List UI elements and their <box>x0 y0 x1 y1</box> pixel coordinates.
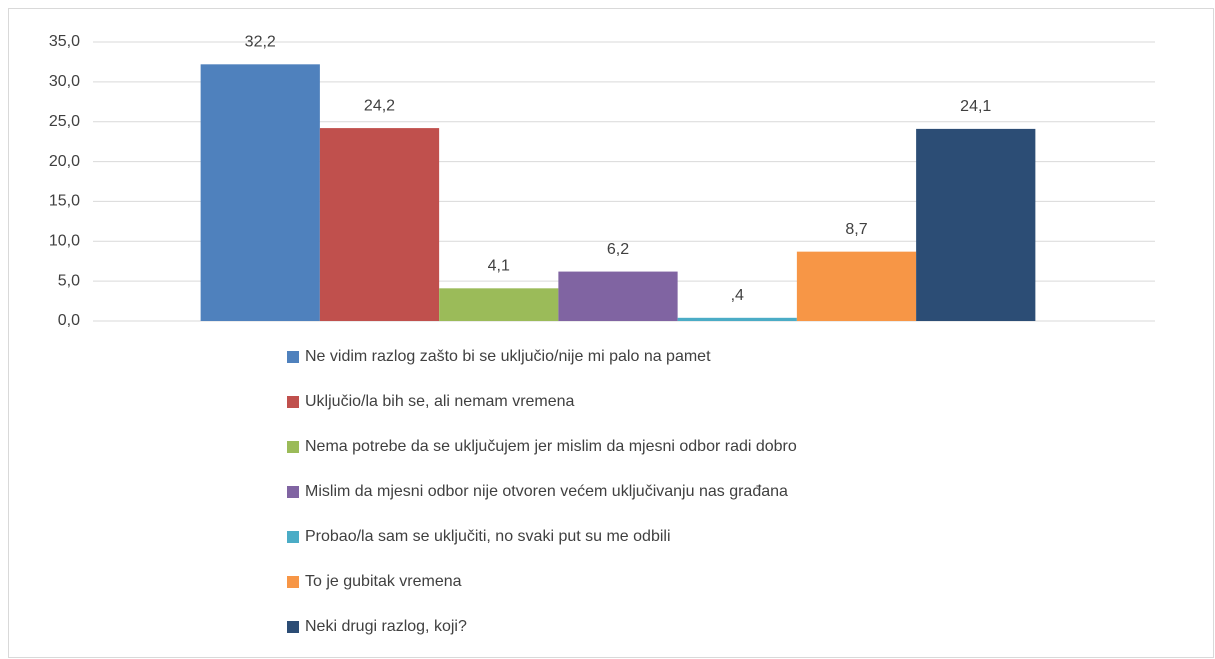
data-label: ,4 <box>731 287 744 304</box>
data-label: 8,7 <box>845 221 867 238</box>
data-label: 6,2 <box>607 241 629 258</box>
y-tick-label: 20,0 <box>49 153 80 170</box>
y-tick-label: 10,0 <box>49 233 80 250</box>
y-tick-label: 15,0 <box>49 193 80 210</box>
legend-swatch <box>287 486 299 498</box>
legend-swatch <box>287 576 299 588</box>
data-label: 32,2 <box>245 34 276 51</box>
y-tick-label: 5,0 <box>58 272 80 289</box>
legend-label: Ne vidim razlog zašto bi se uključio/nij… <box>305 348 711 365</box>
bar <box>200 64 320 321</box>
data-label: 24,2 <box>364 97 395 114</box>
legend-label: Uključio/la bih se, ali nemam vremena <box>305 393 575 410</box>
y-tick-label: 30,0 <box>49 73 80 90</box>
legend-swatch <box>287 351 299 363</box>
legend-swatch <box>287 531 299 543</box>
legend-label: Probao/la sam se uključiti, no svaki put… <box>305 528 671 545</box>
bar <box>319 128 440 321</box>
chart-border <box>8 8 1214 658</box>
bar <box>916 128 1036 321</box>
bar <box>558 271 678 321</box>
legend-swatch <box>287 441 299 453</box>
data-label: 24,1 <box>960 98 991 115</box>
legend-swatch <box>287 621 299 633</box>
legend-swatch <box>287 396 299 408</box>
legend-label: To je gubitak vremena <box>305 573 462 590</box>
legend-label: Neki drugi razlog, koji? <box>305 618 467 635</box>
bar <box>796 251 917 321</box>
y-tick-label: 25,0 <box>49 113 80 130</box>
y-tick-label: 0,0 <box>58 312 80 329</box>
bar <box>677 317 797 321</box>
legend-label: Mislim da mjesni odbor nije otvoren veće… <box>305 483 788 500</box>
data-label: 4,1 <box>488 258 510 275</box>
legend-label: Nema potrebe da se uključujem jer mislim… <box>305 438 797 455</box>
y-tick-label: 35,0 <box>49 33 80 50</box>
bar <box>439 288 559 321</box>
